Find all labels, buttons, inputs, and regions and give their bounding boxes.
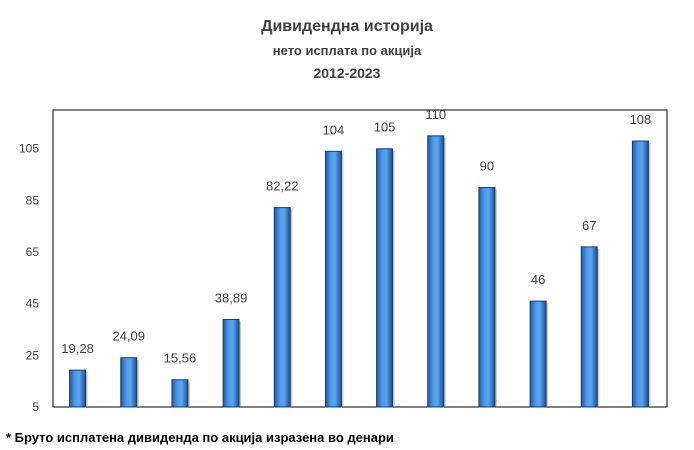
data-labels: 19,28 24,09 15,56 38,89 82,22 104 105 110 90 46 67… — [61, 107, 651, 366]
y-tick-label: 65 — [26, 245, 40, 259]
chart-subtitle: нето исплата по акција — [272, 43, 422, 58]
data-label: 19,28 — [61, 341, 94, 356]
data-label: 46 — [531, 272, 545, 287]
data-label: 108 — [630, 112, 652, 127]
bar-2013 — [120, 357, 138, 408]
y-axis-ticks: 5 25 45 65 85 105 — [19, 142, 39, 414]
data-label: 110 — [425, 107, 446, 122]
data-label: 90 — [480, 158, 494, 173]
bar-2012 — [69, 369, 87, 408]
bar-2019 — [427, 135, 445, 408]
bar-2023 — [631, 140, 649, 408]
data-label: 105 — [374, 120, 396, 135]
y-tick-label: 45 — [26, 297, 40, 311]
bar-2018 — [376, 148, 394, 408]
y-tick-label: 105 — [19, 142, 39, 156]
y-tick-label: 25 — [26, 348, 40, 362]
bar-chart: 5 25 45 65 85 105 19,28 24,09 15,56 38,89 82,22 10… — [19, 107, 668, 414]
footnote: * Бруто исплатена дивиденда по акција из… — [6, 430, 394, 445]
bar-2017 — [324, 150, 342, 408]
bars — [69, 135, 651, 408]
data-label: 38,89 — [215, 290, 248, 305]
data-label: 104 — [323, 122, 345, 137]
data-label: 15,56 — [164, 351, 197, 366]
bar-2015 — [222, 318, 240, 408]
data-label: 24,09 — [112, 329, 145, 344]
bar-2016 — [273, 207, 291, 408]
data-label: 67 — [582, 218, 596, 233]
data-label: 82,22 — [266, 179, 299, 194]
bar-2014 — [171, 379, 189, 408]
y-tick-label: 85 — [26, 193, 40, 207]
y-tick-label: 5 — [32, 400, 39, 414]
bar-2020 — [478, 186, 496, 408]
plot-area — [52, 109, 668, 408]
chart-title: Дивидендна историја — [261, 18, 433, 35]
bar-2022 — [580, 246, 598, 408]
bar-2021 — [529, 300, 547, 408]
chart-period: 2012-2023 — [313, 65, 381, 81]
